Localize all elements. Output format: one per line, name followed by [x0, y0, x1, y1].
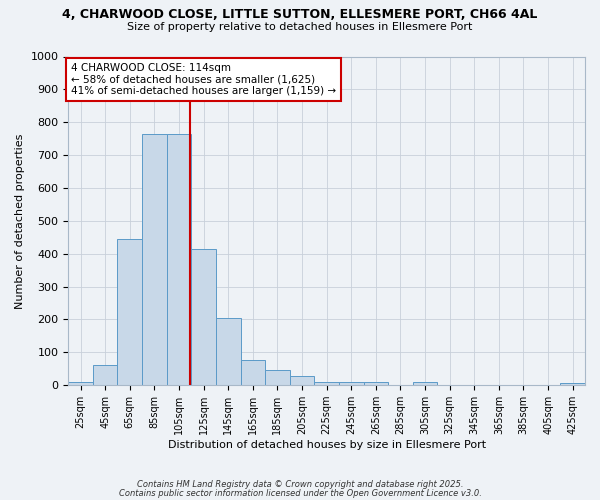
- X-axis label: Distribution of detached houses by size in Ellesmere Port: Distribution of detached houses by size …: [167, 440, 486, 450]
- Bar: [339, 382, 364, 385]
- Bar: [364, 382, 388, 385]
- Bar: [314, 382, 339, 385]
- Bar: [142, 134, 167, 385]
- Bar: [560, 382, 585, 385]
- Text: 4, CHARWOOD CLOSE, LITTLE SUTTON, ELLESMERE PORT, CH66 4AL: 4, CHARWOOD CLOSE, LITTLE SUTTON, ELLESM…: [62, 8, 538, 20]
- Bar: [216, 318, 241, 385]
- Text: 4 CHARWOOD CLOSE: 114sqm
← 58% of detached houses are smaller (1,625)
41% of sem: 4 CHARWOOD CLOSE: 114sqm ← 58% of detach…: [71, 63, 336, 96]
- Bar: [118, 239, 142, 385]
- Y-axis label: Number of detached properties: Number of detached properties: [15, 133, 25, 308]
- Bar: [241, 360, 265, 385]
- Bar: [191, 249, 216, 385]
- Bar: [290, 376, 314, 385]
- Bar: [413, 382, 437, 385]
- Text: Size of property relative to detached houses in Ellesmere Port: Size of property relative to detached ho…: [127, 22, 473, 32]
- Text: Contains public sector information licensed under the Open Government Licence v3: Contains public sector information licen…: [119, 489, 481, 498]
- Bar: [167, 134, 191, 385]
- Bar: [265, 370, 290, 385]
- Bar: [93, 365, 118, 385]
- Bar: [68, 382, 93, 385]
- Text: Contains HM Land Registry data © Crown copyright and database right 2025.: Contains HM Land Registry data © Crown c…: [137, 480, 463, 489]
